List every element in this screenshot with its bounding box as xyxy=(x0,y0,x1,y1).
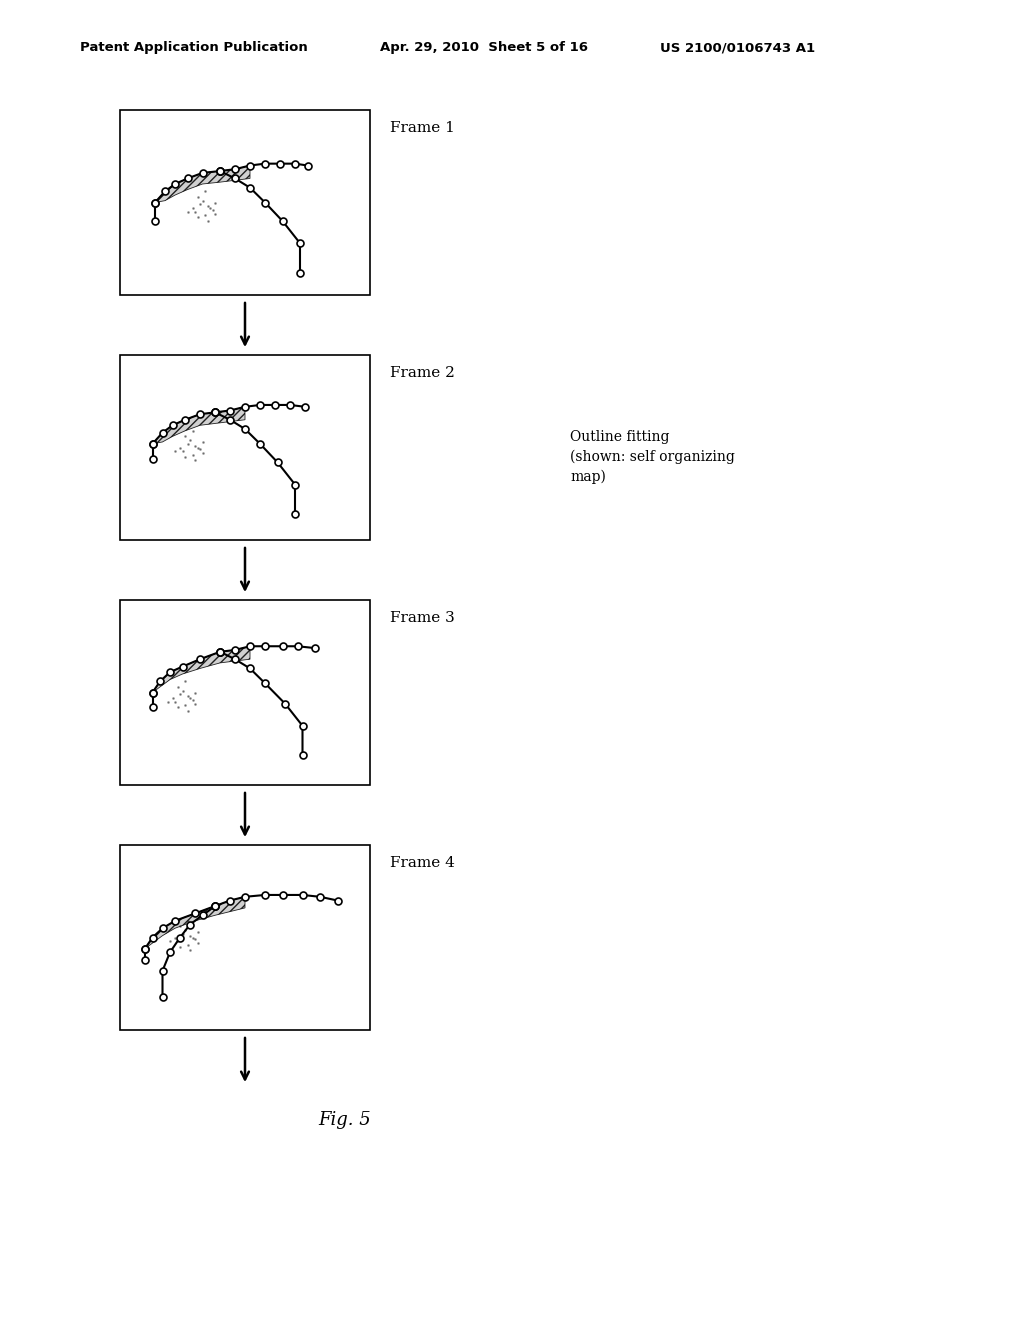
Polygon shape xyxy=(155,165,250,202)
Bar xyxy=(120,845,370,1030)
Text: Frame 4: Frame 4 xyxy=(390,855,455,870)
Text: Outline fitting
(shown: self organizing
map): Outline fitting (shown: self organizing … xyxy=(570,430,735,484)
Text: Frame 3: Frame 3 xyxy=(390,611,455,624)
Text: US 2100/0106743 A1: US 2100/0106743 A1 xyxy=(660,41,815,54)
Text: Fig. 5: Fig. 5 xyxy=(318,1111,372,1129)
Text: Frame 2: Frame 2 xyxy=(390,366,455,380)
Bar xyxy=(120,601,370,785)
Text: Frame 1: Frame 1 xyxy=(390,121,455,135)
Polygon shape xyxy=(153,647,250,693)
Polygon shape xyxy=(145,896,245,949)
Text: Patent Application Publication: Patent Application Publication xyxy=(80,41,308,54)
Polygon shape xyxy=(153,407,245,444)
Bar xyxy=(120,355,370,540)
Text: Apr. 29, 2010  Sheet 5 of 16: Apr. 29, 2010 Sheet 5 of 16 xyxy=(380,41,588,54)
Bar xyxy=(120,110,370,294)
